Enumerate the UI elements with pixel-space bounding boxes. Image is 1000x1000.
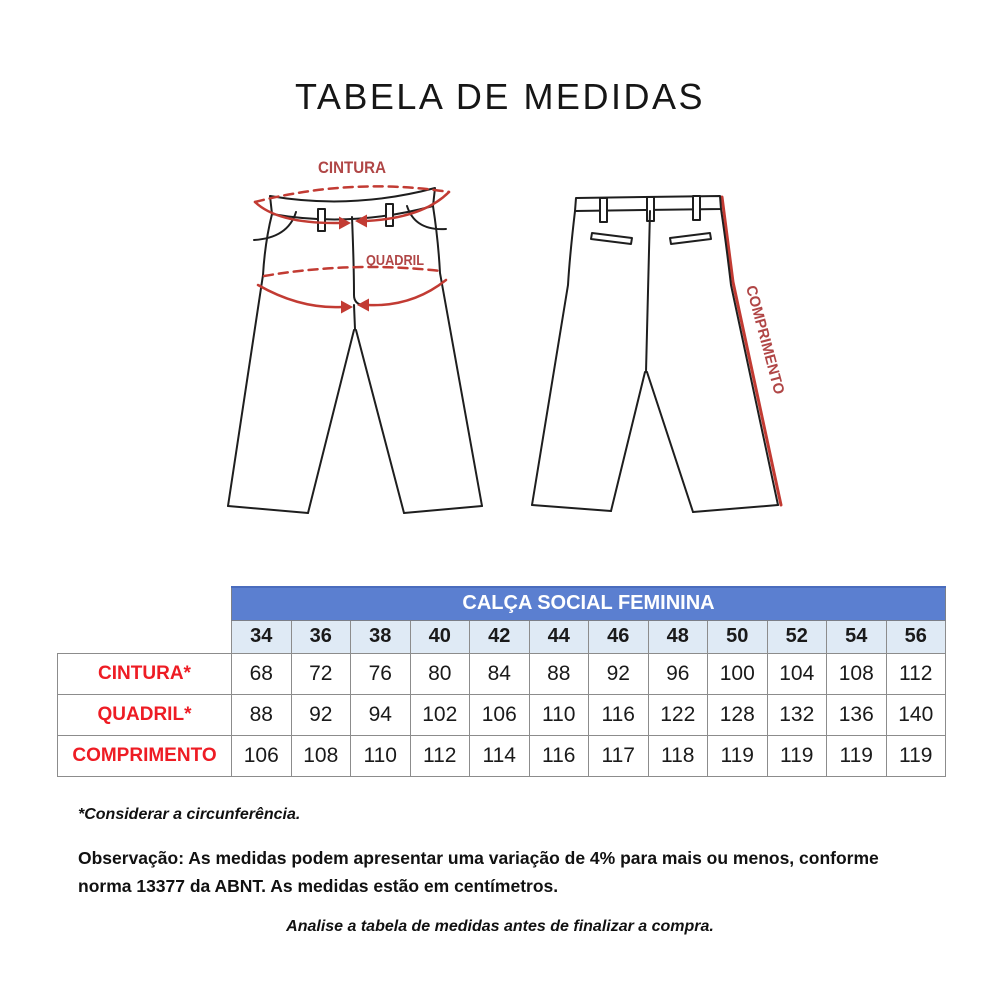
measurement-cell: 116 [528, 734, 589, 777]
size-table: CALÇA SOCIAL FEMININA 34 36 38 40 42 44 … [57, 586, 946, 777]
measurement-cell: 116 [588, 693, 649, 736]
waist-label: CINTURA [318, 158, 386, 177]
size-header-row: 34 36 38 40 42 44 46 48 50 52 54 56 [58, 619, 946, 654]
table-title-row: CALÇA SOCIAL FEMININA [58, 586, 946, 621]
size-header-cell: 54 [826, 619, 887, 654]
measurement-cell: 119 [826, 734, 887, 777]
measurement-row-hip: QUADRIL* 88 92 94 102 106 110 116 122 12… [57, 693, 946, 736]
footnote-circumference: *Considerar a circunferência. [78, 806, 301, 823]
hip-label: QUADRIL [366, 252, 424, 269]
measurement-cell: 110 [350, 734, 411, 777]
observation-note: Observação: As medidas podem apresentar … [78, 844, 938, 900]
measurement-cell: 106 [469, 693, 530, 736]
measurement-cell: 94 [350, 693, 411, 736]
measurement-cell: 72 [290, 652, 351, 695]
length-label: COMPRIMENTO [742, 284, 787, 397]
measurement-cell: 84 [469, 652, 530, 695]
measurement-cell: 92 [290, 693, 351, 736]
measurement-cell: 108 [290, 734, 351, 777]
measurement-cell: 108 [826, 652, 887, 695]
observation-line-1: Observação: As medidas podem apresentar … [78, 848, 879, 868]
measurement-cell: 88 [231, 693, 292, 736]
measurement-cell: 88 [528, 652, 589, 695]
row-label: COMPRIMENTO [57, 734, 232, 777]
page-title: TABELA DE MEDIDAS [295, 76, 705, 117]
measurement-cell: 119 [885, 734, 946, 777]
size-header-cell: 42 [469, 619, 530, 654]
row-label: QUADRIL* [57, 693, 232, 736]
size-header-cell: 44 [528, 619, 589, 654]
size-header-cell: 50 [707, 619, 768, 654]
size-header-cell: 46 [588, 619, 649, 654]
measurement-cell: 117 [588, 734, 649, 777]
measurement-cell: 76 [350, 652, 411, 695]
measurement-cell: 119 [707, 734, 768, 777]
table-title: CALÇA SOCIAL FEMININA [231, 586, 946, 621]
back-pants-diagram: COMPRIMENTO [531, 195, 788, 513]
size-header-cell: 56 [885, 619, 946, 654]
spacer-cell [58, 620, 232, 653]
size-header-cell: 48 [647, 619, 708, 654]
final-note: Analise a tabela de medidas antes de fin… [286, 918, 714, 935]
measurement-cell: 92 [588, 652, 649, 695]
measurement-row-length: COMPRIMENTO 106 108 110 112 114 116 117 … [57, 734, 946, 777]
size-header-cell: 34 [231, 619, 292, 654]
measurement-cell: 104 [766, 652, 827, 695]
size-header-cell: 38 [350, 619, 411, 654]
observation-line-2: norma 13377 da ABNT. As medidas estão em… [78, 876, 559, 896]
measurement-cell: 140 [885, 693, 946, 736]
measurement-cell: 110 [528, 693, 589, 736]
measurement-cell: 96 [647, 652, 708, 695]
measurement-cell: 128 [707, 693, 768, 736]
row-label: CINTURA* [57, 652, 232, 695]
size-header-cell: 36 [290, 619, 351, 654]
measurement-cell: 112 [409, 734, 470, 777]
measurement-cell: 102 [409, 693, 470, 736]
measurement-cell: 112 [885, 652, 946, 695]
size-header-cell: 40 [409, 619, 470, 654]
measure-arrow-icons [339, 214, 369, 314]
measurement-cell: 106 [231, 734, 292, 777]
spacer-cell [58, 587, 232, 620]
measurement-cell: 132 [766, 693, 827, 736]
measurement-cell: 114 [469, 734, 530, 777]
measurement-cell: 100 [707, 652, 768, 695]
measurement-cell: 118 [647, 734, 708, 777]
measurement-cell: 122 [647, 693, 708, 736]
measurement-cell: 136 [826, 693, 887, 736]
front-pants-diagram: CINTURA QUADRIL [227, 158, 483, 514]
size-header-cell: 52 [766, 619, 827, 654]
measurement-cell: 80 [409, 652, 470, 695]
measurement-cell: 68 [231, 652, 292, 695]
measurement-cell: 119 [766, 734, 827, 777]
measurement-row-waist: CINTURA* 68 72 76 80 84 88 92 96 100 104… [57, 652, 946, 695]
